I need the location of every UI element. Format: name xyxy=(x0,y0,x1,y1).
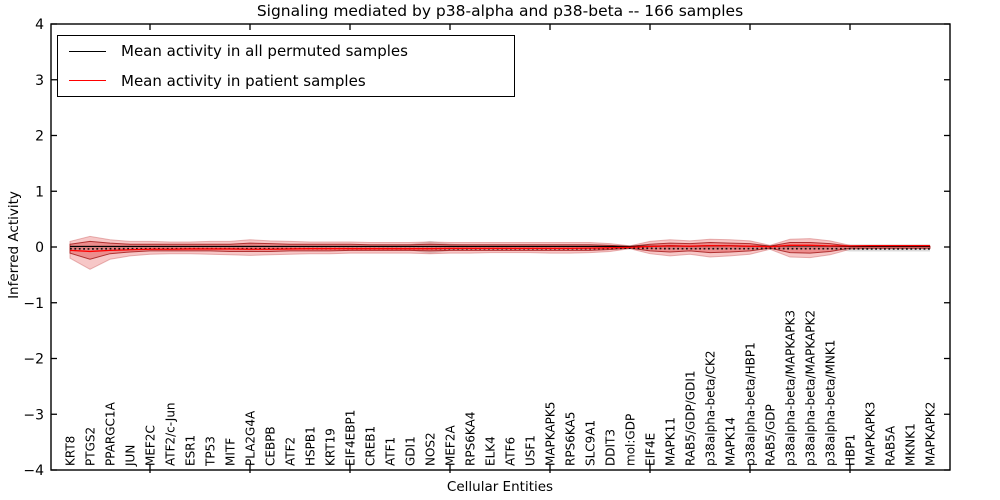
y-tick-label: −3 xyxy=(23,407,44,423)
y-tick-label: 3 xyxy=(35,73,44,89)
x-category-label: MEF2C xyxy=(144,425,158,466)
x-category-label: p38alpha-beta/MAPKAPK3 xyxy=(784,310,798,466)
x-category-label: DDIT3 xyxy=(604,429,618,466)
x-category-label: ATF1 xyxy=(384,437,398,466)
x-category-label: mol:GDP xyxy=(624,414,638,466)
x-category-label: HBP1 xyxy=(844,434,858,466)
x-category-label: p38alpha-beta/CK2 xyxy=(704,351,718,466)
x-category-label: p38alpha-beta/MAPKAPK2 xyxy=(804,310,818,466)
x-category-label: TP53 xyxy=(204,436,218,467)
x-category-label: JUN xyxy=(124,445,138,467)
x-category-label: KRT19 xyxy=(324,428,338,466)
band-permuted-gray xyxy=(70,240,930,254)
x-category-label: GDI1 xyxy=(404,436,418,466)
x-category-label: RAB5/GDP xyxy=(764,404,778,466)
legend-label-permuted: Mean activity in all permuted samples xyxy=(121,42,408,61)
x-category-label: ESR1 xyxy=(184,435,198,466)
legend-item-permuted: Mean activity in all permuted samples xyxy=(58,37,514,65)
y-tick-label: −4 xyxy=(23,463,44,479)
x-category-label: MAPKAPK3 xyxy=(864,402,878,466)
x-category-label: USF1 xyxy=(524,435,538,466)
x-category-label: PLA2G4A xyxy=(244,410,258,466)
x-category-label: MITF xyxy=(224,438,238,466)
x-category-label: MAPK11 xyxy=(664,417,678,466)
x-category-label: ATF2 xyxy=(284,437,298,466)
x-category-label: ATF6 xyxy=(504,437,518,466)
y-tick-label: −2 xyxy=(23,352,44,368)
patient-line-sample xyxy=(69,80,106,82)
x-category-label: KRT8 xyxy=(64,436,78,466)
x-category-label: CREB1 xyxy=(364,426,378,466)
legend-item-patient: Mean activity in patient samples xyxy=(58,67,514,95)
x-category-label: ELK4 xyxy=(484,436,498,466)
x-category-label: MAPKAPK5 xyxy=(544,402,558,466)
y-tick-label: −1 xyxy=(23,296,44,312)
x-category-label: p38alpha-beta/MNK1 xyxy=(824,340,838,466)
legend-label-patient: Mean activity in patient samples xyxy=(121,71,366,90)
permuted-line-sample xyxy=(69,50,106,52)
x-category-label: RPS6KA4 xyxy=(464,412,478,466)
x-category-label: MAPKAPK2 xyxy=(924,402,938,466)
x-category-label: ATF2/c-Jun xyxy=(164,402,178,466)
chart-title: Signaling mediated by p38-alpha and p38-… xyxy=(256,2,744,20)
legend-box: Mean activity in all permuted samples Me… xyxy=(57,35,515,97)
y-tick-label: 1 xyxy=(35,184,44,200)
band-patient-outer xyxy=(69,235,931,270)
x-category-label: CEBPB xyxy=(264,426,278,466)
x-category-label: PTGS2 xyxy=(84,427,98,466)
x-category-label: RAB5/GDP/GDI1 xyxy=(684,370,698,466)
x-category-label: NOS2 xyxy=(424,432,438,466)
x-axis-label: Cellular Entities xyxy=(446,479,554,495)
y-tick-label: 4 xyxy=(35,17,44,33)
x-category-label: EIF4EBP1 xyxy=(344,410,358,466)
x-category-label: MKNK1 xyxy=(904,423,918,466)
x-category-label: HSPB1 xyxy=(304,426,318,466)
line-patient-mean xyxy=(69,244,930,253)
x-category-label: EIF4E xyxy=(644,433,658,466)
x-category-label: SLC9A1 xyxy=(584,420,598,466)
x-category-label: p38alpha-beta/HBP1 xyxy=(744,342,758,466)
x-category-label: PPARGC1A xyxy=(104,401,118,466)
y-tick-label: 0 xyxy=(35,240,44,256)
y-tick-label: 2 xyxy=(35,129,44,145)
x-category-label: RPS6KA5 xyxy=(564,412,578,466)
x-category-label: MAPK14 xyxy=(724,417,738,466)
y-axis-label: Inferred Activity xyxy=(6,191,22,299)
x-category-label: RAB5A xyxy=(884,425,898,466)
x-category-label: MEF2A xyxy=(444,425,458,466)
